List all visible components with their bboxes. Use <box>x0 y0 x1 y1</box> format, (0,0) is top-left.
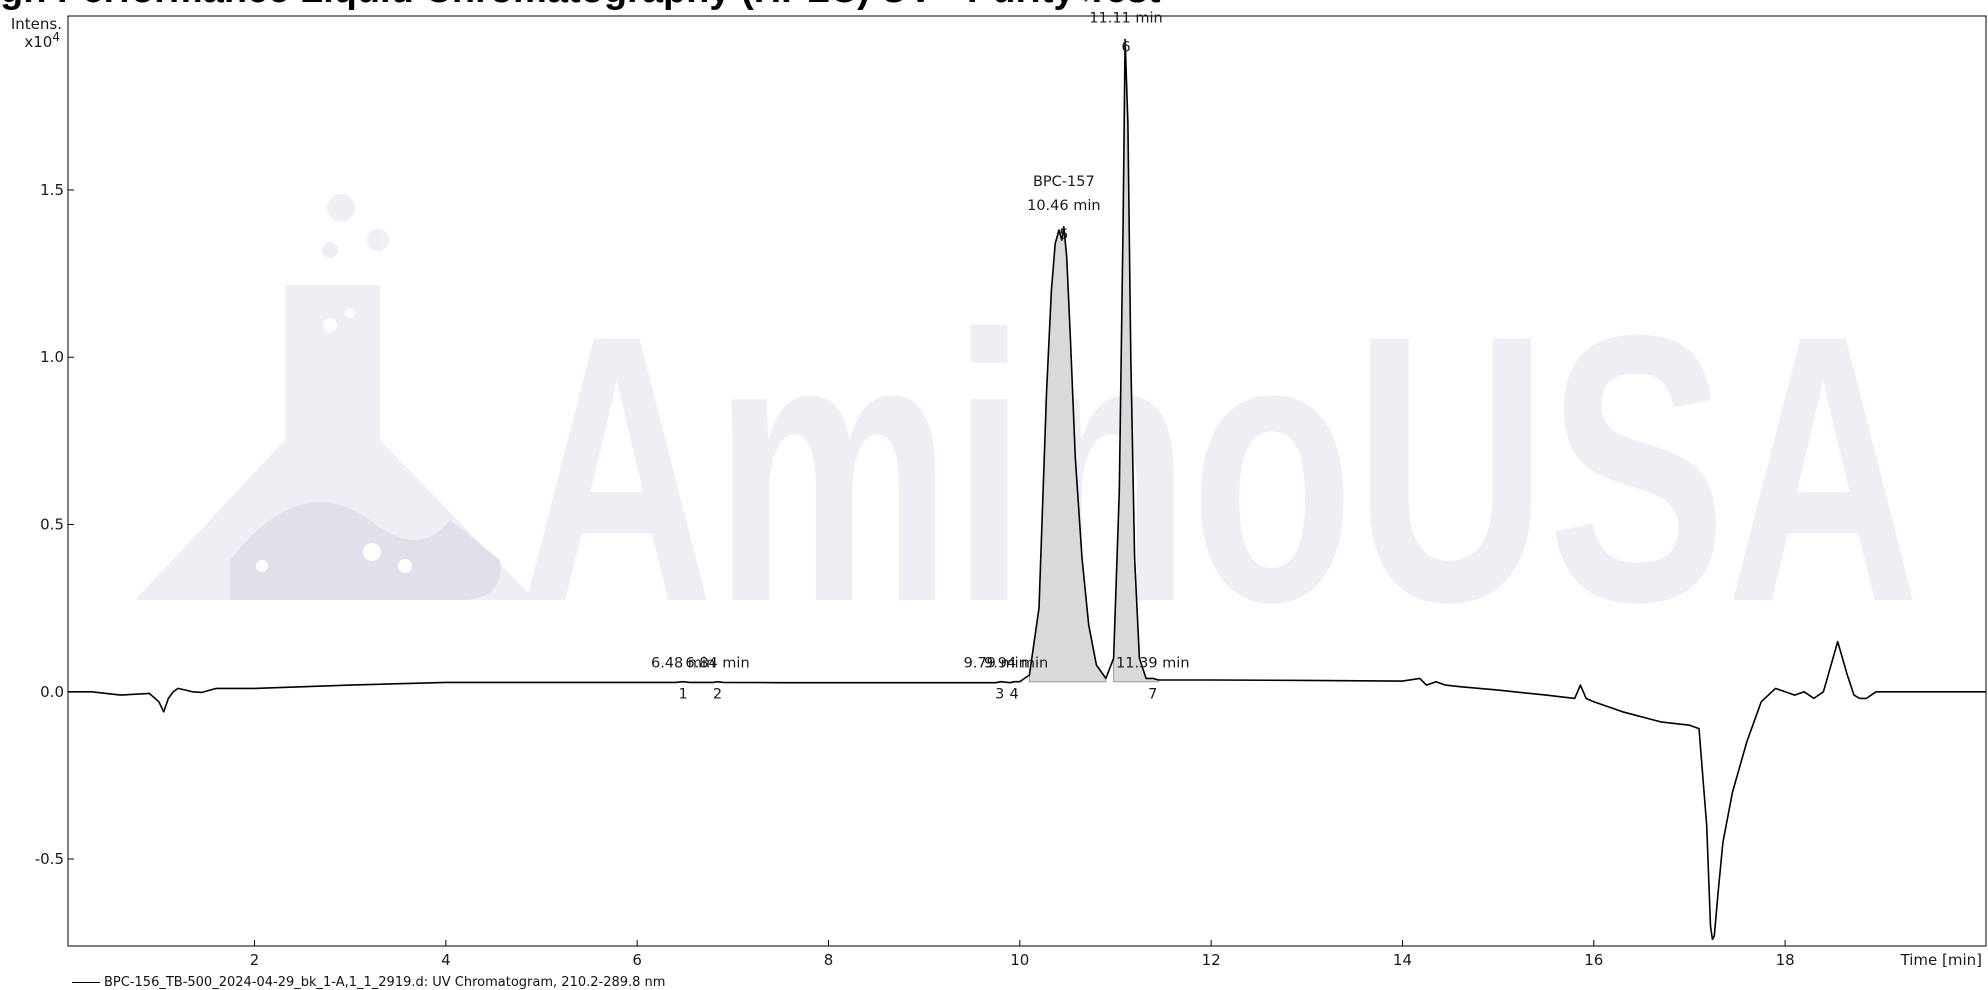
peak-time-label-2: 6.84 min <box>685 656 749 672</box>
peak-name-label-6: Thymosin beta 4 <box>1064 0 1187 2</box>
peak-time-label-3: 9.79 min <box>964 656 1028 672</box>
chromatogram-series <box>68 38 1986 941</box>
x-tick-label: 2 <box>250 951 260 969</box>
x-tick-label: 10 <box>1010 951 1029 969</box>
uv-chromatogram-line <box>68 38 1986 941</box>
y-tick-label: 1.5 <box>40 181 64 199</box>
plot-area-frame <box>67 15 1987 947</box>
legend-label: BPC-156_TB-500_2024-04-29_bk_1-A,1_1_291… <box>104 975 666 990</box>
peak-number-3: 3 <box>995 687 1004 703</box>
y-tick-label: 0.0 <box>40 683 64 701</box>
peak-time-label-4: 9.94 min <box>984 656 1048 672</box>
aminousa-watermark-logo: AminoUSA <box>135 194 1920 681</box>
peak-number-1: 1 <box>678 687 687 703</box>
chart-title: High Performance Liquid Chromatography (… <box>0 0 1161 14</box>
legend: BPC-156_TB-500_2024-04-29_bk_1-A,1_1_291… <box>72 975 665 990</box>
y-tick-label: 0.5 <box>40 515 64 533</box>
x-tick-label: 18 <box>1776 951 1795 969</box>
peak-number-2: 2 <box>713 687 722 703</box>
x-axis-label: Time [min] <box>1900 951 1982 969</box>
peak-time-label-7: 11.39 min <box>1116 656 1189 672</box>
x-tick-label: 12 <box>1202 951 1221 969</box>
peak-name-label-5: BPC-157 <box>1033 174 1095 190</box>
y-tick-label: -0.5 <box>35 850 64 868</box>
peak-annotations: 1 6.48 min 2 6.84 min 3 9.79 min 4 9.94 min 5 10.… <box>651 0 1190 703</box>
x-tick-label: 4 <box>441 951 451 969</box>
peak-number-5: 5 <box>1059 227 1068 243</box>
x-tick-label: 14 <box>1393 951 1412 969</box>
legend-line-swatch <box>72 982 100 983</box>
peak-time-label-1: 6.48 min <box>651 656 715 672</box>
x-tick-label: 8 <box>824 951 834 969</box>
peak-number-4: 4 <box>1009 687 1018 703</box>
y-axis-label: Intens. <box>11 15 62 33</box>
axes: 2 4 6 8 10 12 14 16 18-0.50.00.51.01.5Intens.x10… <box>11 15 1982 969</box>
y-axis-unit-label: x104 <box>24 30 60 51</box>
watermark-text: AminoUSA <box>520 256 1920 681</box>
peak-number-6: 6 <box>1121 39 1130 55</box>
peak-time-label-6: 11.11 min <box>1089 10 1162 26</box>
x-tick-label: 16 <box>1584 951 1603 969</box>
peak-time-label-5: 10.46 min <box>1027 198 1100 214</box>
peak-number-7: 7 <box>1148 687 1157 703</box>
x-tick-label: 6 <box>632 951 642 969</box>
y-tick-label: 1.0 <box>40 348 64 366</box>
